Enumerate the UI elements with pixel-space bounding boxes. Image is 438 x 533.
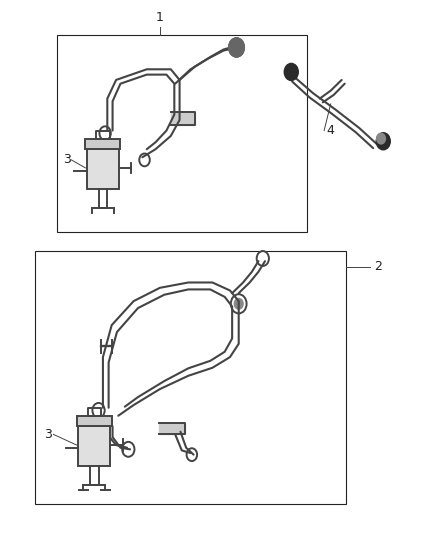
- Bar: [77, 416, 112, 426]
- Circle shape: [234, 298, 243, 309]
- Circle shape: [376, 133, 390, 150]
- Bar: [85, 139, 120, 149]
- Text: 1: 1: [156, 11, 164, 24]
- Bar: [57, 35, 307, 232]
- Text: 3: 3: [44, 428, 52, 441]
- Circle shape: [229, 38, 244, 57]
- Polygon shape: [159, 423, 185, 434]
- Bar: [87, 149, 119, 189]
- Text: 2: 2: [374, 260, 382, 273]
- Text: 4: 4: [326, 124, 334, 137]
- Circle shape: [377, 133, 385, 144]
- Bar: [35, 251, 346, 504]
- Text: 3: 3: [64, 154, 71, 166]
- Circle shape: [284, 63, 298, 80]
- Polygon shape: [171, 112, 195, 125]
- Bar: [78, 426, 110, 466]
